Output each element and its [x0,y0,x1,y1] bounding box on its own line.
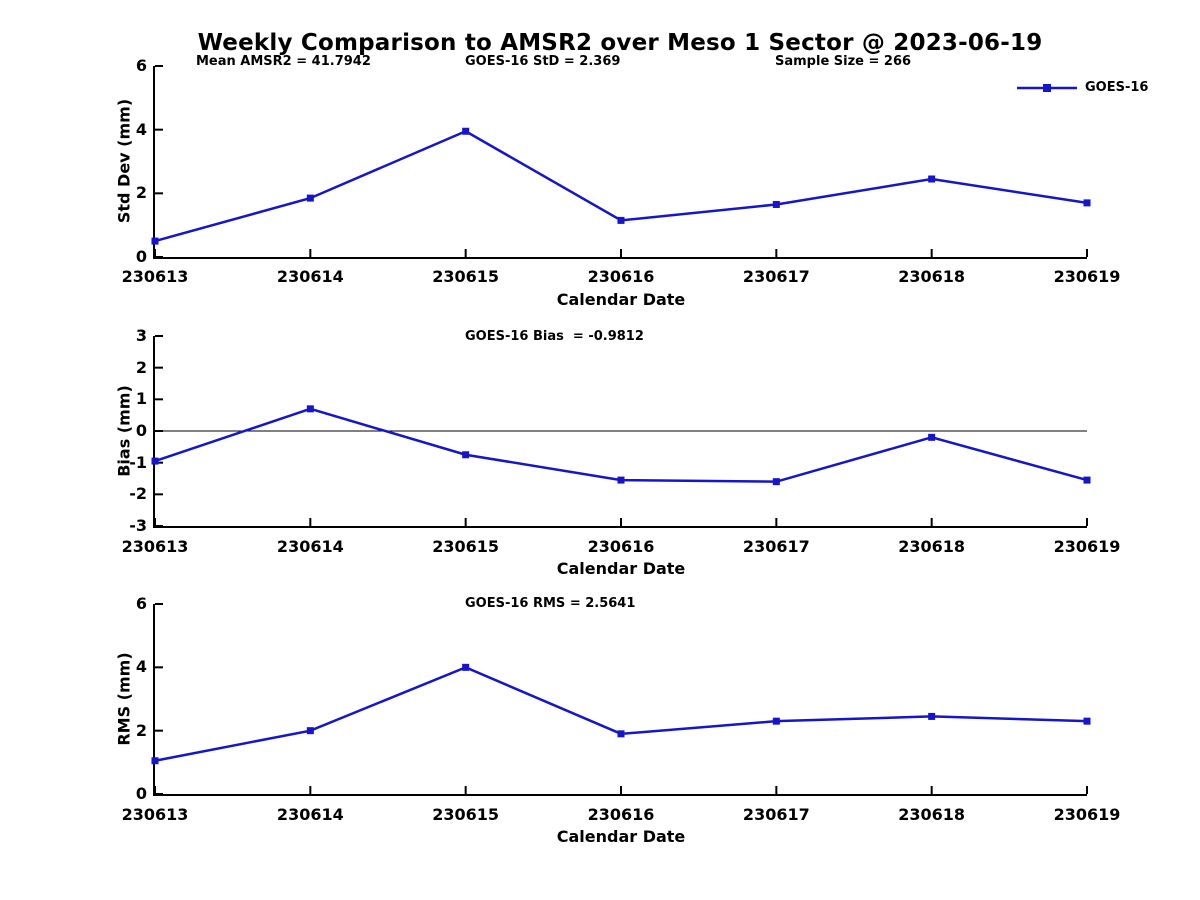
x-tick-label: 230619 [1053,805,1121,824]
data-point-marker [1083,717,1091,725]
y-tick-label: 6 [135,56,147,75]
x-axis-label: Calendar Date [556,827,686,846]
x-axis-label: Calendar Date [556,290,686,309]
x-axis-tick-labels: 230613 230614 230615 230616 230617 230618 2306… [0,805,1200,825]
y-tick-label: -1 [129,452,147,472]
data-point-marker [928,175,936,183]
y-tick-label: 4 [135,657,147,677]
x-tick-label: 230615 [432,267,500,286]
legend-line-icon [1017,84,1077,92]
plot-area-rms [151,603,1091,796]
x-tick-label: 230618 [898,805,966,824]
y-tick-label: 1 [135,389,147,409]
x-tick-label: 230617 [742,805,810,824]
data-point-marker [772,717,780,725]
plot-area-std-dev [151,65,1091,259]
x-tick-label: 230613 [121,537,189,556]
data-point-marker [151,757,159,765]
y-tick-label: 4 [135,119,147,139]
x-tick-label: 230616 [587,805,655,824]
data-point-marker [1083,199,1091,207]
y-tick-label: -2 [129,484,147,504]
annotation-goes16-rms: GOES-16 RMS = 2.5641 [465,596,636,611]
annotation-goes16-std: GOES-16 StD = 2.369 [465,54,621,69]
plot-canvas [151,335,1091,527]
x-tick-label: 230614 [276,537,344,556]
series-line-GOES-16 [154,129,1088,243]
x-axis-label: Calendar Date [556,559,686,578]
series-line-GOES-16 [154,407,1088,483]
y-axis-tick-labels: 0 2 4 6 [0,594,147,803]
x-tick-label: 230616 [587,537,655,556]
y-tick-label: 2 [135,183,147,203]
x-tick-label: 230613 [121,805,189,824]
legend-label: GOES-16 [1085,80,1149,95]
data-point-marker [772,200,780,208]
data-point-marker [462,127,470,135]
x-tick-label: 230616 [587,267,655,286]
y-tick-label: 0 [135,247,147,266]
x-tick-label: 230615 [432,537,500,556]
x-tick-label: 230615 [432,805,500,824]
plot-canvas [151,603,1091,795]
x-axis-tick-labels: 230613 230614 230615 230616 230617 230618 2306… [0,267,1200,287]
data-point-marker [928,712,936,720]
y-tick-label: 2 [135,357,147,377]
data-point-marker [462,451,470,459]
y-tick-label: 0 [135,421,147,440]
y-tick-label: 2 [135,720,147,740]
y-tick-label: 6 [135,594,147,613]
annotation-mean-amsr2: Mean AMSR2 = 41.7942 [196,54,371,69]
data-point-marker [306,727,314,735]
x-tick-label: 230617 [742,537,810,556]
data-point-marker [306,405,314,413]
y-axis-tick-labels: 0 2 4 6 [0,56,147,266]
data-point-marker [928,433,936,441]
x-tick-label: 230614 [276,805,344,824]
legend: GOES-16 [1015,79,1165,97]
plot-area-bias [151,335,1091,528]
chart-title: Weekly Comparison to AMSR2 over Meso 1 S… [197,30,1043,56]
series-line-GOES-16 [154,665,1088,762]
x-tick-label: 230619 [1053,537,1121,556]
x-tick-label: 230618 [898,267,966,286]
data-point-marker [462,663,470,671]
x-tick-label: 230614 [276,267,344,286]
data-point-marker [617,730,625,738]
x-axis-tick-labels: 230613 230614 230615 230616 230617 230618 2306… [0,537,1200,557]
plot-canvas [151,65,1091,258]
data-point-marker [617,476,625,484]
data-point-marker [151,457,159,465]
y-tick-label: -3 [129,516,147,535]
annotation-sample-size: Sample Size = 266 [775,54,912,69]
x-tick-label: 230613 [121,267,189,286]
data-point-marker [1083,476,1091,484]
y-tick-label: 0 [135,784,147,803]
annotation-goes16-bias: GOES-16 Bias = -0.9812 [465,329,644,344]
legend-marker-icon [1043,84,1051,92]
data-point-marker [617,216,625,224]
x-tick-label: 230618 [898,537,966,556]
x-tick-label: 230617 [742,267,810,286]
data-point-marker [306,194,314,202]
y-tick-label: 3 [135,326,147,345]
data-point-marker [772,478,780,486]
x-tick-label: 230619 [1053,267,1121,286]
data-point-marker [151,237,159,245]
y-axis-tick-labels: -3 -2 -1 0 1 2 3 [0,326,147,535]
